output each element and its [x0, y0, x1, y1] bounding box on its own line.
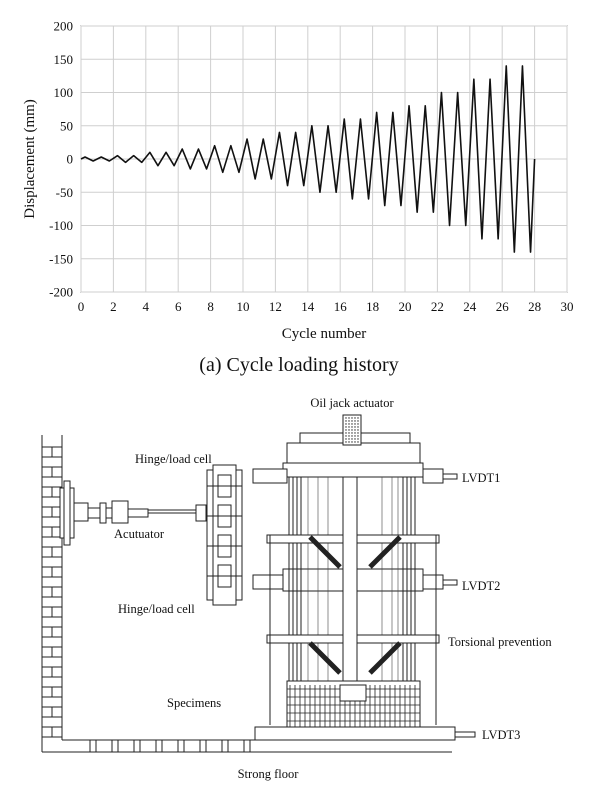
- displacement-series-line: [80, 65, 536, 253]
- reaction-wall: [41, 435, 63, 752]
- label-torsional-prevention: Torsional prevention: [448, 635, 552, 649]
- x-tick-label: 30: [561, 299, 574, 314]
- x-tick-label: 14: [301, 299, 315, 314]
- y-tick-label: -200: [49, 285, 73, 300]
- y-tick-label: 150: [54, 52, 74, 67]
- actuator-assembly: [59, 480, 207, 546]
- x-tick-label: 22: [431, 299, 444, 314]
- y-tick-label: 200: [54, 19, 74, 34]
- label-lvdt3: LVDT3: [482, 728, 520, 742]
- x-tick-label: 6: [175, 299, 182, 314]
- x-tick-label: 24: [463, 299, 477, 314]
- x-tick-label: 12: [269, 299, 282, 314]
- y-tick-label: 100: [54, 85, 74, 100]
- x-tick-label: 10: [237, 299, 250, 314]
- lvdt-leaders: [442, 473, 476, 738]
- chart-caption: (a) Cycle loading history: [199, 354, 399, 376]
- x-tick-label: 20: [399, 299, 412, 314]
- y-axis-title: Displacement (mm): [22, 99, 38, 219]
- y-tick-label: -50: [56, 185, 73, 200]
- label-specimens: Specimens: [167, 696, 221, 710]
- x-tick-label: 0: [78, 299, 85, 314]
- displacement-chart: 0 2 4 6 8 10 12 14 16 18 20 22 24 26 28 30 200150100500…: [22, 19, 574, 343]
- y-tick-label: 0: [67, 152, 74, 167]
- x-tick-label: 4: [143, 299, 150, 314]
- strong-floor: [42, 739, 452, 753]
- x-tick-label: 26: [496, 299, 510, 314]
- y-tick-label: -100: [49, 218, 73, 233]
- label-strong-floor: Strong floor: [238, 767, 300, 781]
- x-tick-label: 18: [366, 299, 379, 314]
- loading-frame: [252, 414, 456, 741]
- x-tick-label: 2: [110, 299, 117, 314]
- y-tick-label: -150: [49, 251, 73, 266]
- y-axis-ticks: 200 150 100 50 0 -50 -100 -150 -200: [49, 19, 73, 300]
- y-tick-label: 50: [60, 118, 73, 133]
- x-tick-label: 28: [528, 299, 541, 314]
- hinge-load-cell-plate: [206, 464, 243, 606]
- x-tick-label: 16: [334, 299, 348, 314]
- label-oil-jack-actuator: Oil jack actuator: [310, 396, 394, 410]
- label-hinge-load-cell-bottom: Hinge/load cell: [118, 602, 195, 616]
- x-tick-label: 8: [207, 299, 214, 314]
- x-axis-ticks: 0 2 4 6 8 10 12 14 16 18 20 22 24 26 28 30: [78, 299, 574, 314]
- x-axis-title: Cycle number: [282, 326, 367, 342]
- test-setup-diagram: Oil jack actuator Hinge/load cell LVDT1 …: [41, 396, 552, 781]
- label-actuator: Acutuator: [114, 527, 165, 541]
- label-hinge-load-cell-top: Hinge/load cell: [135, 452, 212, 466]
- label-lvdt1: LVDT1: [462, 471, 500, 485]
- label-lvdt2: LVDT2: [462, 579, 500, 593]
